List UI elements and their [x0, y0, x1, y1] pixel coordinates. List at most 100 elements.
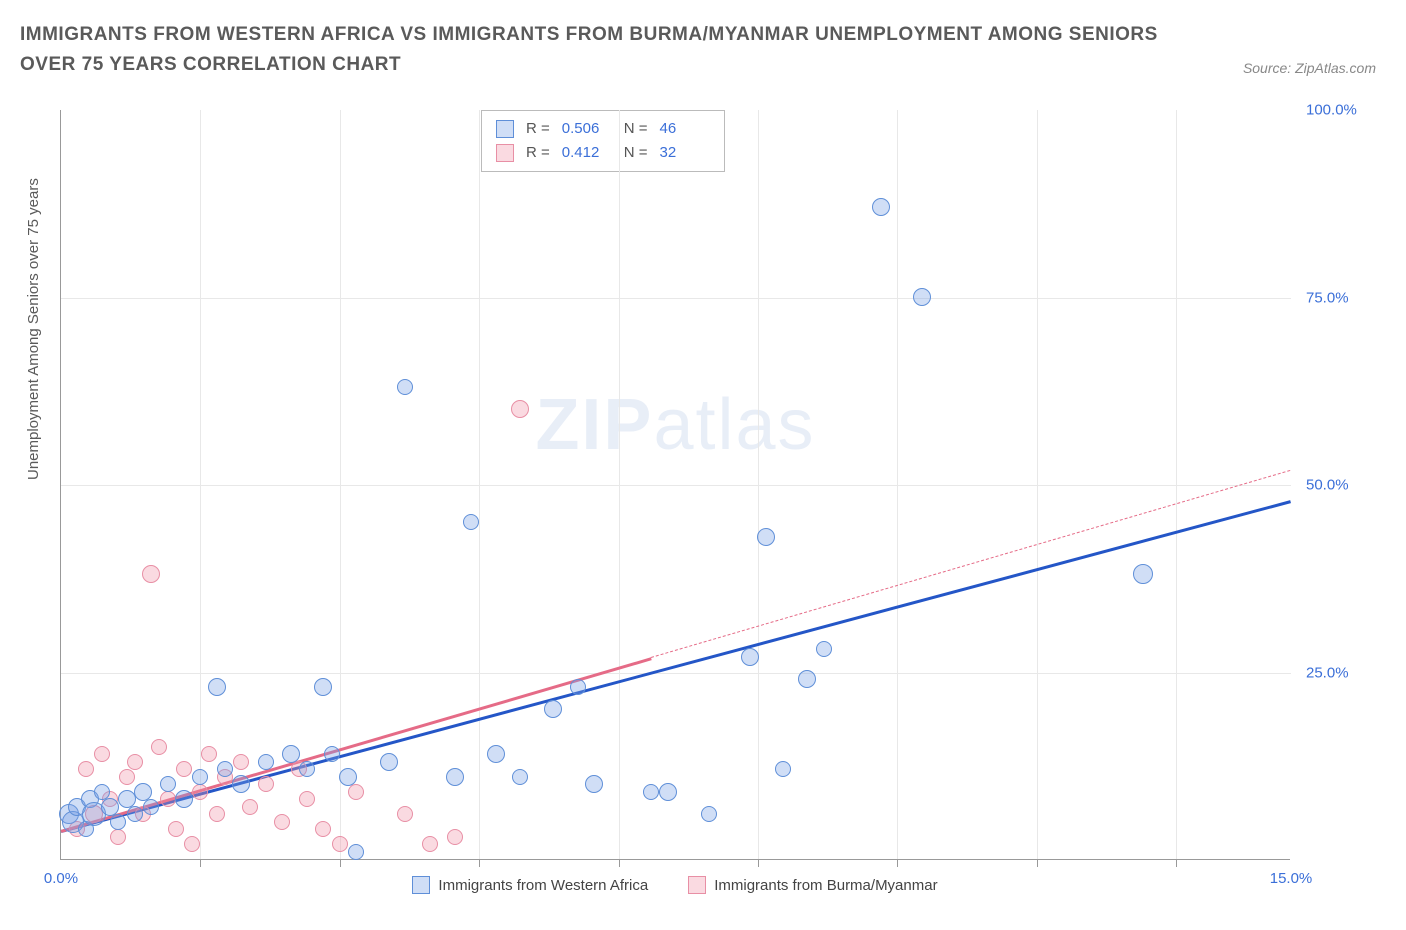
data-point [168, 821, 184, 837]
data-point [1133, 564, 1153, 584]
data-point [315, 821, 331, 837]
data-point [201, 746, 217, 762]
data-point [143, 799, 159, 815]
gridline-vertical [897, 110, 898, 860]
data-point [299, 761, 315, 777]
x-tick [758, 859, 759, 867]
data-point [142, 565, 160, 583]
data-point [110, 814, 126, 830]
gridline-vertical [1176, 110, 1177, 860]
y-axis-label: Unemployment Among Seniors over 75 years [25, 178, 42, 480]
data-point [447, 829, 463, 845]
data-point [422, 836, 438, 852]
data-point [127, 806, 143, 822]
data-point [511, 400, 529, 418]
n-value-2: 32 [660, 141, 710, 165]
data-point [324, 746, 340, 762]
y-tick-label: 25.0% [1306, 664, 1349, 681]
y-tick-label: 100.0% [1306, 102, 1357, 119]
data-point [463, 514, 479, 530]
x-tick [1176, 859, 1177, 867]
gridline-horizontal [61, 298, 1291, 299]
stats-row-series1: R = 0.506 N = 46 [496, 117, 710, 141]
data-point [585, 775, 603, 793]
data-point [119, 769, 135, 785]
legend: Immigrants from Western Africa Immigrant… [60, 876, 1290, 894]
data-point [282, 745, 300, 763]
data-point [487, 745, 505, 763]
data-point [757, 528, 775, 546]
data-point [184, 836, 200, 852]
data-point [659, 783, 677, 801]
x-tick [1037, 859, 1038, 867]
data-point [175, 790, 193, 808]
stats-row-series2: R = 0.412 N = 32 [496, 141, 710, 165]
r-value-2: 0.412 [562, 141, 612, 165]
gridline-horizontal [61, 485, 1291, 486]
y-tick-label: 50.0% [1306, 477, 1349, 494]
y-tick-label: 75.0% [1306, 289, 1349, 306]
data-point [192, 769, 208, 785]
gridline-vertical [1037, 110, 1038, 860]
correlation-stats-box: R = 0.506 N = 46 R = 0.412 N = 32 [481, 110, 725, 172]
source-citation: Source: ZipAtlas.com [1243, 60, 1376, 76]
data-point [314, 678, 332, 696]
data-point [348, 844, 364, 860]
chart-title: IMMIGRANTS FROM WESTERN AFRICA VS IMMIGR… [20, 20, 1206, 81]
data-point [232, 775, 250, 793]
data-point [643, 784, 659, 800]
data-point [570, 679, 586, 695]
data-point [258, 776, 274, 792]
data-point [258, 754, 274, 770]
data-point [94, 746, 110, 762]
chart-area: ZIPatlas R = 0.506 N = 46 R = 0.412 N = … [60, 110, 1380, 860]
gridline-vertical [758, 110, 759, 860]
data-point [775, 761, 791, 777]
n-value-1: 46 [660, 117, 710, 141]
data-point [208, 678, 226, 696]
data-point [127, 754, 143, 770]
data-point [160, 791, 176, 807]
data-point [816, 641, 832, 657]
data-point [299, 791, 315, 807]
data-point [348, 784, 364, 800]
swatch-series1 [412, 876, 430, 894]
x-tick [200, 859, 201, 867]
data-point [233, 754, 249, 770]
gridline-horizontal [61, 673, 1291, 674]
legend-item-series2: Immigrants from Burma/Myanmar [688, 876, 937, 894]
data-point [151, 739, 167, 755]
data-point [110, 829, 126, 845]
x-tick [479, 859, 480, 867]
data-point [380, 753, 398, 771]
swatch-series2 [496, 144, 514, 162]
r-value-1: 0.506 [562, 117, 612, 141]
data-point [274, 814, 290, 830]
data-point [176, 761, 192, 777]
data-point [242, 799, 258, 815]
data-point [192, 784, 208, 800]
data-point [332, 836, 348, 852]
data-point [872, 198, 890, 216]
gridline-vertical [479, 110, 480, 860]
data-point [160, 776, 176, 792]
swatch-series2 [688, 876, 706, 894]
data-point [339, 768, 357, 786]
gridline-vertical [619, 110, 620, 860]
data-point [741, 648, 759, 666]
trend-line-dashed [651, 470, 1291, 658]
data-point [397, 806, 413, 822]
data-point [217, 761, 233, 777]
plot-region: ZIPatlas R = 0.506 N = 46 R = 0.412 N = … [60, 110, 1290, 860]
data-point [397, 379, 413, 395]
data-point [446, 768, 464, 786]
x-tick [897, 859, 898, 867]
x-tick [619, 859, 620, 867]
gridline-vertical [200, 110, 201, 860]
data-point [544, 700, 562, 718]
data-point [701, 806, 717, 822]
data-point [209, 806, 225, 822]
legend-item-series1: Immigrants from Western Africa [412, 876, 648, 894]
x-tick [340, 859, 341, 867]
swatch-series1 [496, 120, 514, 138]
